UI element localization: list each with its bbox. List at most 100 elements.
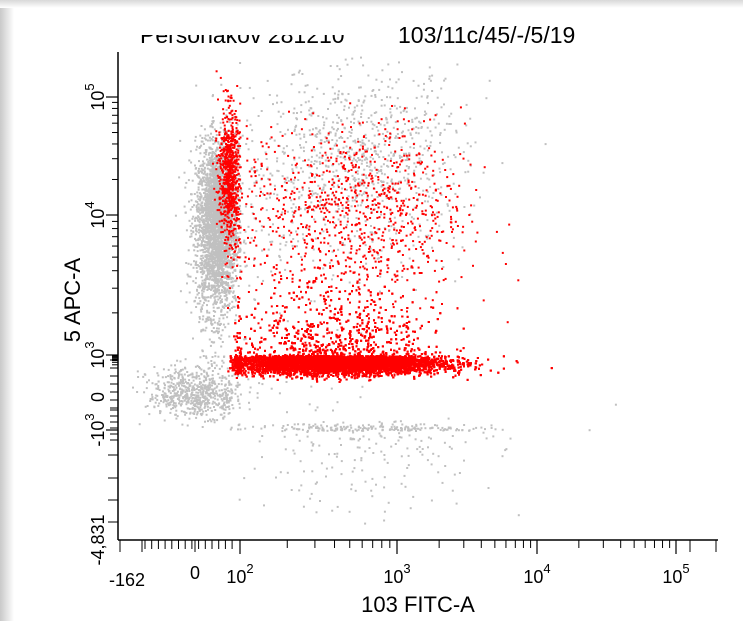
event-dot [205, 244, 207, 246]
event-dot [178, 397, 180, 399]
event-dot [311, 190, 313, 192]
event-dot [203, 385, 205, 387]
event-dot [214, 246, 216, 248]
event-dot [195, 378, 197, 380]
event-dot [182, 376, 184, 378]
event-dot [207, 238, 209, 240]
event-dot [199, 198, 201, 200]
event-dot [229, 214, 231, 216]
event-dot [200, 373, 202, 375]
event-dot [188, 201, 190, 203]
event-dot [224, 402, 226, 404]
event-dot [190, 312, 192, 314]
event-dot [169, 404, 171, 406]
event-dot [354, 177, 356, 179]
event-dot [395, 81, 397, 83]
event-dot [377, 130, 379, 132]
event-dot [177, 391, 179, 393]
event-dot [389, 238, 391, 240]
event-dot [208, 255, 210, 257]
event-dot [204, 407, 206, 409]
event-dot [386, 122, 388, 124]
event-dot [330, 65, 332, 67]
event-dot [325, 165, 327, 167]
event-dot [431, 247, 433, 249]
event-dot [335, 135, 337, 137]
event-dot [356, 217, 358, 219]
event-dot [466, 104, 468, 106]
event-dot [323, 421, 325, 423]
event-dot [214, 174, 216, 176]
event-dot [198, 171, 200, 173]
event-dot [218, 337, 220, 339]
event-dot [211, 155, 213, 157]
event-dot [427, 446, 429, 448]
event-dot [314, 149, 316, 151]
event-dot [204, 181, 206, 183]
event-dot [366, 158, 368, 160]
event-dot [235, 279, 237, 281]
event-dot [391, 428, 393, 430]
event-dot [181, 385, 183, 387]
event-dot [249, 391, 251, 393]
event-dot [197, 412, 199, 414]
event-dot [294, 187, 296, 189]
event-dot [233, 269, 235, 271]
event-dot [380, 150, 382, 152]
event-dot [200, 180, 202, 182]
event-dot [415, 430, 417, 432]
event-dot [220, 122, 222, 124]
event-dot [267, 80, 269, 82]
event-dot [199, 378, 201, 380]
event-dot [214, 221, 216, 223]
event-dot [255, 230, 257, 232]
event-dot [231, 375, 233, 377]
event-dot [208, 179, 210, 181]
event-dot [168, 390, 170, 392]
event-dot [212, 126, 214, 128]
event-dot [352, 175, 354, 177]
event-dot [163, 368, 165, 370]
event-dot [248, 148, 250, 150]
event-dot [174, 364, 176, 366]
event-dot [545, 143, 547, 145]
event-dot [352, 200, 354, 202]
event-dot [440, 88, 442, 90]
event-dot [169, 396, 171, 398]
event-dot [211, 219, 213, 221]
event-dot [293, 182, 295, 184]
event-dot [237, 428, 239, 430]
event-dot [441, 213, 443, 215]
event-dot [258, 115, 260, 117]
event-dot [470, 145, 472, 147]
event-dot [211, 254, 213, 256]
event-dot [309, 134, 311, 136]
event-dot [219, 282, 221, 284]
event-dot [204, 376, 206, 378]
event-dot [468, 430, 470, 432]
event-dot [208, 312, 210, 314]
event-dot [191, 233, 193, 235]
event-dot [203, 197, 205, 199]
event-dot [360, 116, 362, 118]
event-dot [395, 233, 397, 235]
event-dot [373, 183, 375, 185]
event-dot [297, 428, 299, 430]
event-dot [384, 173, 386, 175]
event-dot [316, 511, 318, 513]
event-dot [418, 85, 420, 87]
event-dot [324, 224, 326, 226]
event-dot [249, 87, 251, 89]
event-dot [211, 285, 213, 287]
event-dot [202, 238, 204, 240]
event-dot [214, 128, 216, 130]
event-dot [210, 183, 212, 185]
event-dot [170, 401, 172, 403]
event-dot [379, 433, 381, 435]
event-dot [221, 380, 223, 382]
event-dot [146, 381, 148, 383]
event-dot [221, 248, 223, 250]
event-dot [286, 381, 288, 383]
event-dot [223, 261, 225, 263]
event-dot [408, 455, 410, 457]
